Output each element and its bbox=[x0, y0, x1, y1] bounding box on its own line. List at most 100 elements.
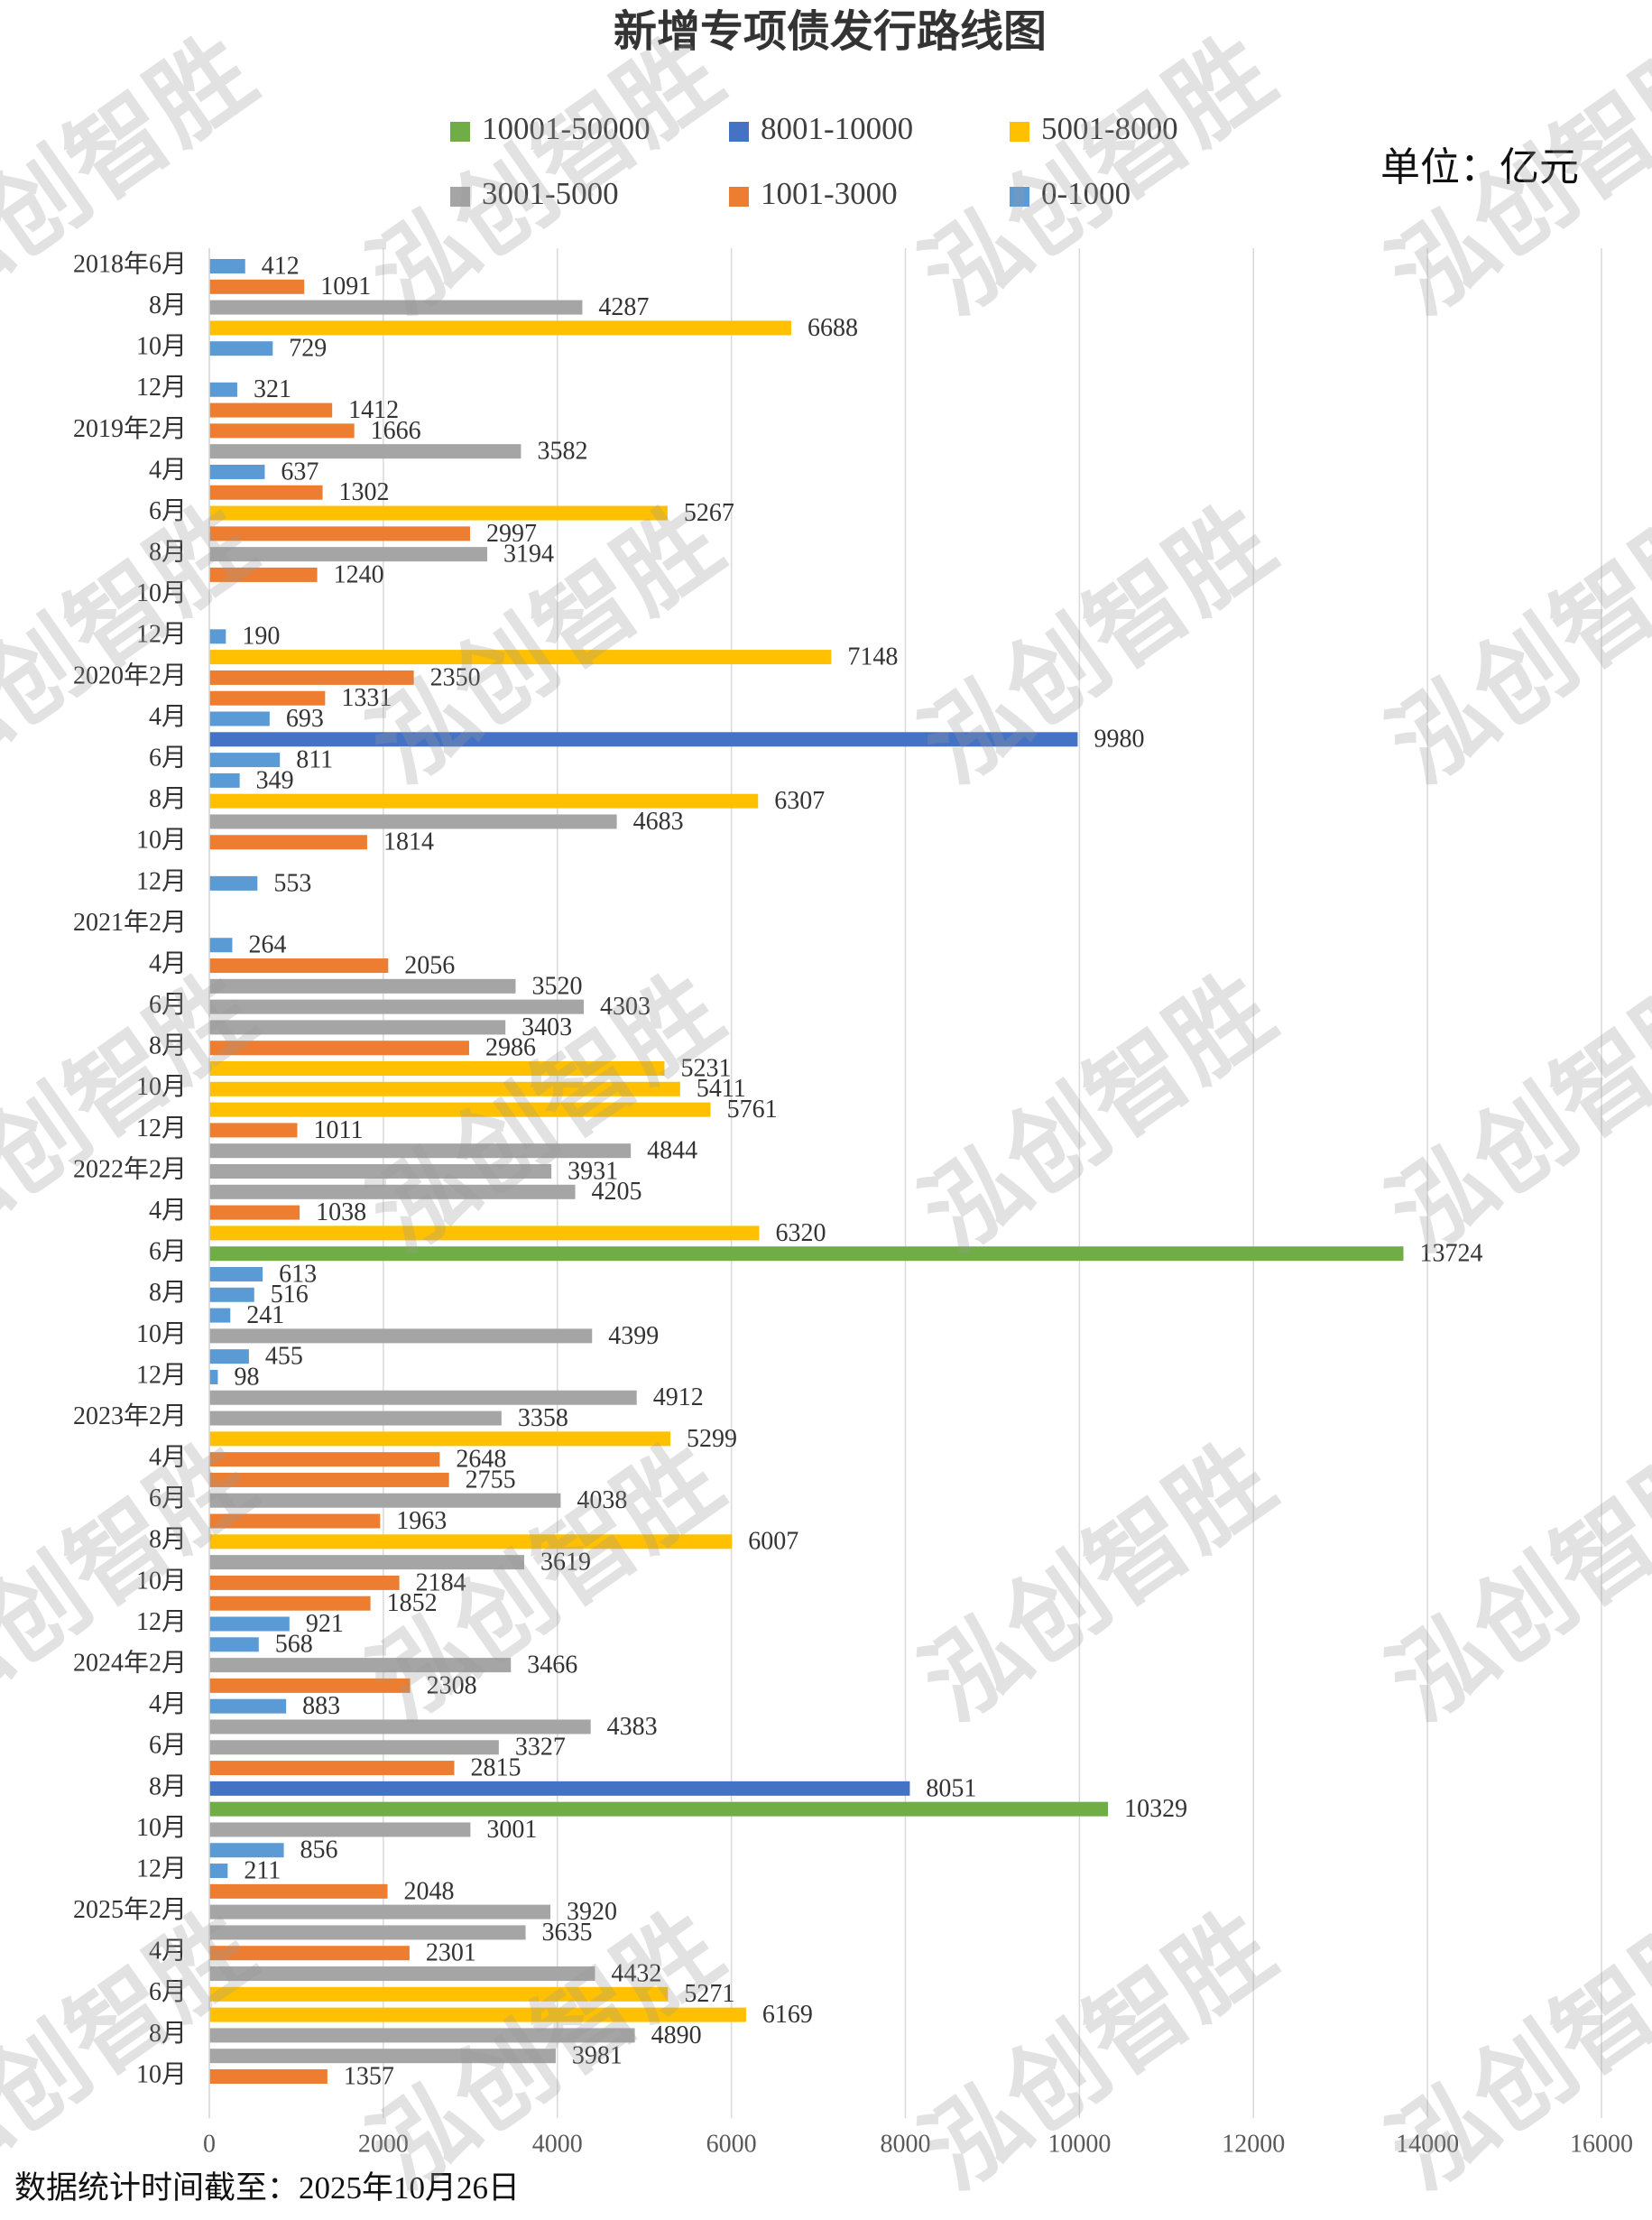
data-label: 5761 bbox=[727, 1096, 778, 1124]
bar bbox=[209, 1719, 591, 1734]
x-tick-label: 16000 bbox=[1570, 2130, 1633, 2158]
bar bbox=[209, 1226, 760, 1241]
data-label: 455 bbox=[265, 1343, 303, 1371]
bar bbox=[209, 670, 414, 685]
bar bbox=[209, 382, 237, 397]
y-tick-label: 4月 bbox=[149, 456, 187, 484]
watermark: 泓创智胜 bbox=[904, 955, 1292, 1272]
data-label: 98 bbox=[234, 1363, 259, 1391]
bar bbox=[209, 1761, 455, 1776]
watermark: 泓创智胜 bbox=[904, 1423, 1292, 1741]
y-tick-label: 8月 bbox=[149, 1526, 187, 1554]
data-label: 3358 bbox=[518, 1404, 568, 1432]
bar bbox=[209, 485, 323, 500]
data-label: 3931 bbox=[568, 1157, 618, 1185]
y-tick-label: 2024年2月 bbox=[73, 1649, 187, 1678]
data-label: 693 bbox=[286, 705, 324, 733]
bar bbox=[209, 402, 333, 418]
x-tick-label: 0 bbox=[203, 2130, 216, 2158]
y-tick-label: 6月 bbox=[149, 1485, 187, 1512]
bar bbox=[209, 1616, 290, 1632]
bar bbox=[209, 1986, 669, 2002]
data-label: 5299 bbox=[687, 1425, 737, 1453]
data-label: 3194 bbox=[503, 541, 554, 569]
bar bbox=[209, 999, 584, 1014]
bar bbox=[209, 1843, 284, 1858]
data-label: 6169 bbox=[762, 2001, 813, 2029]
bar bbox=[209, 1308, 231, 1323]
y-tick-label: 10月 bbox=[136, 2060, 187, 2088]
bar bbox=[209, 1493, 561, 1508]
bar bbox=[209, 2069, 328, 2084]
data-label: 7148 bbox=[847, 643, 898, 671]
data-label: 5411 bbox=[697, 1075, 746, 1103]
watermark: 泓创智胜 bbox=[352, 17, 740, 335]
bar bbox=[209, 505, 668, 521]
bar bbox=[209, 341, 273, 356]
bar bbox=[209, 1184, 576, 1199]
data-label: 1240 bbox=[334, 560, 384, 588]
data-label: 3520 bbox=[531, 972, 582, 1000]
x-tick-label: 12000 bbox=[1222, 2130, 1285, 2158]
bar bbox=[209, 1452, 440, 1467]
data-label: 4432 bbox=[611, 1959, 661, 1987]
data-label: 5267 bbox=[684, 499, 734, 527]
y-tick-label: 6月 bbox=[149, 745, 187, 772]
x-tick-label: 8000 bbox=[881, 2130, 931, 2158]
y-tick-label: 8月 bbox=[149, 291, 187, 319]
y-tick-label: 4月 bbox=[149, 1444, 187, 1472]
x-tick-label: 4000 bbox=[532, 2130, 583, 2158]
y-tick-label: 6月 bbox=[149, 1238, 187, 1266]
y-tick-label: 12月 bbox=[136, 1115, 187, 1142]
y-tick-label: 2022年2月 bbox=[73, 1154, 187, 1183]
data-label: 190 bbox=[242, 623, 280, 651]
data-label: 4844 bbox=[647, 1137, 697, 1165]
data-label: 2048 bbox=[404, 1877, 455, 1905]
data-label: 321 bbox=[254, 375, 291, 403]
data-label: 9980 bbox=[1094, 726, 1144, 754]
data-label: 4683 bbox=[633, 808, 684, 836]
bar bbox=[209, 300, 583, 315]
bar bbox=[209, 320, 791, 336]
data-label: 4287 bbox=[598, 293, 649, 321]
bar bbox=[209, 629, 226, 644]
bar bbox=[209, 1431, 671, 1447]
bar bbox=[209, 690, 326, 706]
y-tick-label: 8月 bbox=[149, 1279, 187, 1307]
bar bbox=[209, 2007, 746, 2022]
data-label: 2755 bbox=[466, 1466, 516, 1494]
bar bbox=[209, 423, 355, 439]
bar bbox=[209, 958, 389, 974]
bar bbox=[209, 1205, 300, 1220]
bar bbox=[209, 1164, 552, 1179]
data-label: 3582 bbox=[537, 438, 587, 466]
bar bbox=[209, 1698, 287, 1714]
bar bbox=[209, 732, 1078, 747]
y-tick-label: 10月 bbox=[136, 1814, 187, 1842]
bar bbox=[209, 1266, 263, 1281]
y-tick-label: 12月 bbox=[136, 1855, 187, 1882]
data-label: 5271 bbox=[684, 1980, 734, 2008]
bar bbox=[209, 259, 245, 273]
y-tick-label: 10月 bbox=[136, 333, 187, 361]
y-tick-label: 12月 bbox=[136, 1608, 187, 1636]
data-label: 2184 bbox=[416, 1568, 466, 1596]
data-label: 4038 bbox=[577, 1486, 627, 1514]
watermark: 泓创智胜 bbox=[352, 1423, 740, 1741]
data-label: 1357 bbox=[344, 2062, 394, 2090]
x-tick-label: 14000 bbox=[1396, 2130, 1459, 2158]
bar bbox=[209, 1555, 525, 1570]
y-tick-label: 4月 bbox=[149, 1197, 187, 1225]
y-tick-label: 4月 bbox=[149, 703, 187, 731]
data-label: 516 bbox=[271, 1281, 309, 1309]
y-tick-label: 8月 bbox=[149, 1772, 187, 1800]
bar bbox=[209, 650, 832, 665]
bar bbox=[209, 814, 617, 829]
bar bbox=[209, 1287, 254, 1302]
bar bbox=[209, 1328, 593, 1344]
data-label: 211 bbox=[244, 1856, 281, 1884]
data-label: 8051 bbox=[926, 1774, 976, 1802]
y-tick-label: 2018年6月 bbox=[73, 249, 187, 278]
bar bbox=[209, 2049, 556, 2064]
